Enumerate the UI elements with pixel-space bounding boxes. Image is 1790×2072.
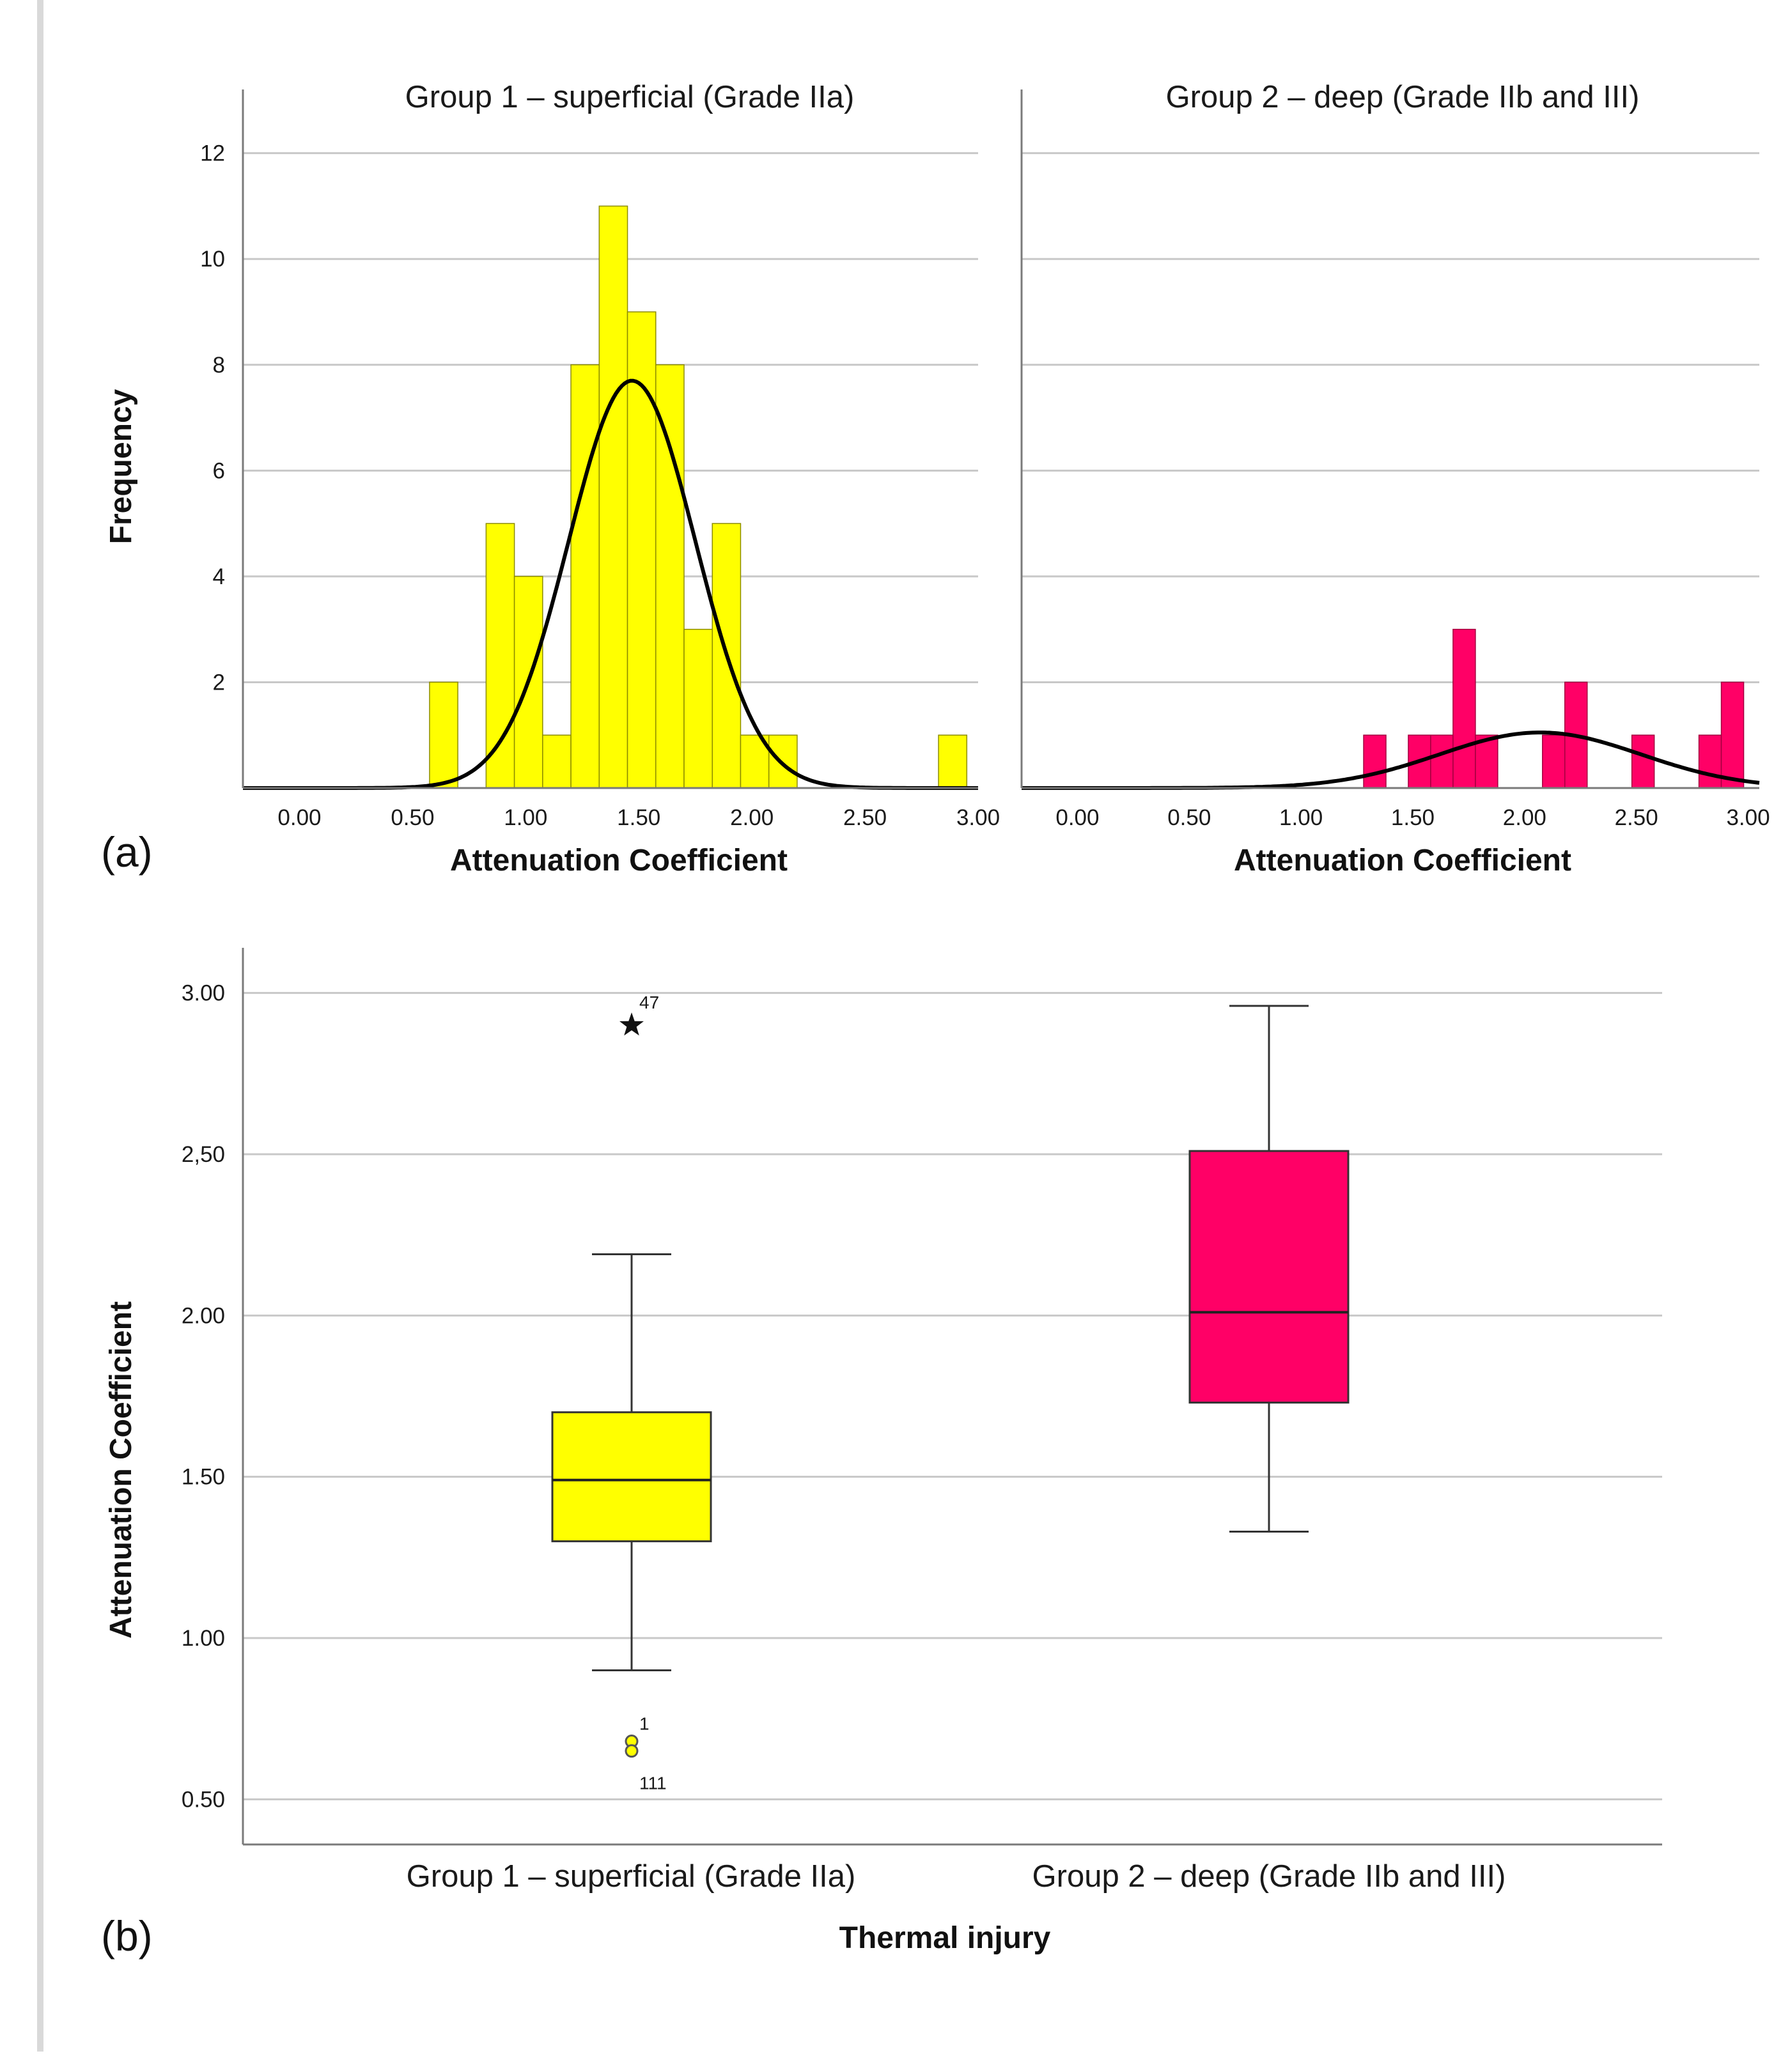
box-category-label-1: Group 1 – superficial (Grade IIa)	[407, 1859, 856, 1894]
x-tick-label: 0.50	[391, 805, 434, 830]
hist1-axes	[242, 89, 978, 789]
box-y-tick-labels: 0.50 1.00 1.50 2.00 2,50 3.00	[182, 981, 225, 1813]
y-tick-label: 2	[213, 670, 225, 695]
histogram-bar	[938, 734, 968, 789]
hist2-x-tick-labels: 0.00 0.50 1.00 1.50 2.00 2.50 3.00	[1055, 805, 1770, 830]
left-border-strip	[37, 0, 43, 2052]
y-tick-label: 10	[200, 247, 225, 272]
y-tick-label: 8	[213, 353, 225, 378]
hist1-x-tick-labels: 0.00 0.50 1.00 1.50 2.00 2.50 3.00	[277, 805, 1000, 830]
panel-a-label: (a)	[101, 828, 153, 876]
hist2-gridlines	[1022, 152, 1759, 683]
histogram-bar	[1363, 734, 1387, 789]
histogram-bar	[683, 628, 713, 789]
histogram-bar	[1542, 734, 1566, 789]
histogram-group-2: Group 2 – deep (Grade IIb and III) 0.00 0…	[1020, 80, 1770, 878]
x-tick-label: 3.00	[956, 805, 1000, 830]
x-tick-label: 1.00	[504, 805, 547, 830]
histogram-bar	[1475, 734, 1498, 789]
box-iqr	[1188, 1150, 1350, 1404]
x-tick-label: 1.00	[1279, 805, 1323, 830]
y-tick-label: 2,50	[182, 1142, 225, 1167]
y-tick-label: 1.50	[182, 1465, 225, 1490]
x-tick-label: 2.00	[1503, 805, 1546, 830]
y-tick-label: 0.50	[182, 1787, 225, 1812]
histogram-bar	[1720, 681, 1745, 789]
box-axes	[242, 948, 1662, 1846]
hist1-y-tick-labels: 2 4 6 8 10 12	[200, 141, 225, 695]
histogram-bar	[1698, 734, 1722, 789]
outlier-circle	[625, 1744, 639, 1758]
histogram-bar	[626, 311, 657, 789]
outlier-label: 111	[639, 1774, 667, 1793]
hist2-bars	[1363, 628, 1745, 789]
hist2-title: Group 2 – deep (Grade IIb and III)	[1166, 80, 1640, 114]
histogram-bar	[1430, 734, 1454, 789]
panel-b-label: (b)	[101, 1912, 153, 1960]
hist2-axes	[1020, 89, 1759, 789]
histogram-bar	[768, 734, 798, 789]
box-x-axis-label: Thermal injury	[839, 1921, 1051, 1955]
x-tick-label: 0.00	[1055, 805, 1099, 830]
hist2-x-axis-label: Attenuation Coefficient	[1234, 844, 1571, 878]
box-gridlines	[243, 992, 1662, 1800]
y-tick-label: 3.00	[182, 981, 225, 1006]
histogram-group-1: Group 1 – superficial (Grade IIa) 0.00 0.…	[200, 80, 1000, 878]
histogram-bar	[1631, 734, 1655, 789]
hist1-title: Group 1 – superficial (Grade IIa)	[405, 80, 855, 114]
histogram-bar	[655, 364, 685, 789]
box-y-axis-label: Attenuation Coefficient	[104, 1301, 138, 1639]
hist1-bars	[429, 205, 968, 789]
hist1-x-axis-label: Attenuation Coefficient	[450, 844, 788, 878]
y-tick-label: 2.00	[182, 1303, 225, 1328]
outlier-label: 1	[639, 1714, 650, 1734]
histogram-bar	[598, 205, 628, 789]
extreme-label: 47	[639, 993, 659, 1012]
x-tick-label: 1.50	[1391, 805, 1435, 830]
y-tick-label: 12	[200, 141, 225, 166]
y-tick-label: 4	[213, 564, 225, 589]
histogram-bar	[542, 734, 572, 789]
histogram-bar	[485, 523, 515, 789]
histogram-bar	[429, 681, 458, 789]
box-category-label-2: Group 2 – deep (Grade IIb and III)	[1032, 1859, 1506, 1894]
frequency-axis-label: Frequency	[104, 389, 138, 544]
histogram-bar	[1452, 628, 1476, 789]
y-tick-label: 6	[213, 458, 225, 483]
x-tick-label: 1.50	[617, 805, 660, 830]
x-tick-label: 0.50	[1167, 805, 1211, 830]
box-iqr	[551, 1411, 712, 1543]
extreme-star-marker	[619, 1012, 644, 1036]
x-tick-label: 3.00	[1726, 805, 1770, 830]
hist1-gridlines	[243, 152, 978, 683]
x-tick-label: 2.00	[730, 805, 774, 830]
x-tick-label: 2.50	[1615, 805, 1658, 830]
histogram-bar	[570, 364, 600, 789]
y-tick-label: 1.00	[182, 1626, 225, 1651]
x-tick-label: 2.50	[843, 805, 887, 830]
x-tick-label: 0.00	[277, 805, 321, 830]
